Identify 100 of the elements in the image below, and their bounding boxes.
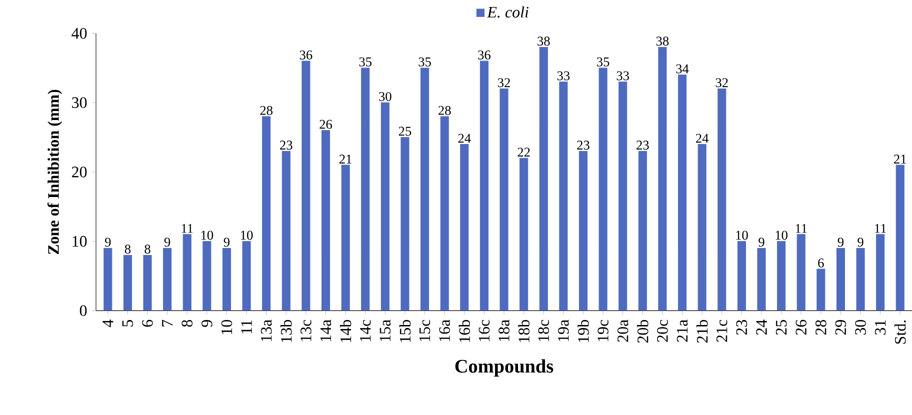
x-tick-label: 7	[162, 320, 173, 326]
x-tick-label: 13b	[280, 320, 292, 342]
data-label: 23	[636, 140, 649, 150]
data-label: 9	[858, 238, 864, 247]
data-label: 23	[280, 140, 292, 150]
x-tick-label: 15a	[380, 320, 391, 342]
data-label: 21	[894, 154, 906, 164]
bar	[578, 151, 588, 311]
bar	[718, 88, 726, 311]
data-label: 10	[241, 230, 253, 240]
data-label: 21	[339, 154, 352, 164]
x-tick-label: 18b	[518, 320, 530, 342]
bar	[282, 151, 290, 311]
bar	[361, 68, 370, 311]
bar	[242, 241, 251, 311]
x-tick-label: 5	[122, 320, 133, 327]
data-label: 10	[736, 230, 748, 240]
data-label: 9	[104, 238, 111, 247]
bar	[500, 88, 508, 311]
x-tick-label: Std.	[894, 320, 906, 344]
legend-label: E. coli	[487, 6, 528, 18]
bar	[104, 248, 112, 311]
bar	[182, 234, 192, 311]
bar	[460, 144, 469, 311]
x-tick-label: 16c	[478, 320, 490, 342]
bar	[520, 158, 528, 311]
x-tick-label: 20a	[617, 320, 628, 342]
bar	[698, 144, 706, 311]
x-tick-label: 19b	[578, 320, 589, 342]
x-tick-label: 11	[241, 320, 252, 334]
bar	[262, 116, 271, 311]
data-label: 35	[418, 58, 431, 67]
data-label: 33	[616, 71, 629, 80]
data-label: 24	[696, 134, 709, 143]
data-label: 11	[875, 224, 886, 233]
bar	[559, 82, 568, 311]
data-label: 26	[320, 120, 332, 129]
data-label: 33	[557, 71, 570, 80]
x-tick-label: 24	[756, 320, 767, 335]
data-label: 10	[776, 230, 788, 240]
bar	[876, 234, 885, 311]
bar	[480, 60, 488, 311]
x-tick-label: 16a	[439, 320, 450, 342]
x-tick-label: 10	[221, 320, 232, 334]
x-tick-label: 21c	[716, 320, 728, 342]
data-label: 22	[518, 148, 530, 157]
x-tick-label: 9	[202, 320, 212, 328]
bar	[737, 241, 746, 311]
data-label: 9	[224, 238, 230, 247]
x-tick-label: 13c	[300, 320, 312, 342]
bar	[380, 102, 390, 311]
bar	[757, 248, 766, 311]
x-tick-label: 19a	[558, 320, 569, 342]
bar	[400, 137, 410, 311]
data-label: 9	[838, 238, 844, 247]
data-label: 30	[379, 92, 392, 102]
x-tick-label: 15c	[419, 320, 430, 342]
x-tick-label: 15b	[399, 320, 411, 342]
x-tick-label: 8	[182, 320, 192, 327]
data-label: 10	[201, 230, 214, 240]
y-tick-label: 0	[80, 305, 87, 316]
x-tick-label: 20c	[657, 320, 668, 342]
data-label: 11	[796, 224, 807, 233]
x-tick-label: 18a	[498, 320, 510, 342]
data-label: 34	[676, 64, 689, 74]
data-label: 9	[164, 238, 170, 247]
x-tick-label: 29	[835, 320, 846, 335]
x-tick-label: 21b	[696, 320, 708, 343]
x-axis-title: Compounds	[455, 359, 554, 377]
x-tick-label: 14c	[360, 320, 371, 342]
bar	[836, 248, 845, 311]
bar	[440, 116, 449, 311]
data-label: 36	[300, 50, 312, 60]
data-label: 9	[758, 238, 764, 247]
x-tick-label: 19c	[598, 320, 608, 342]
x-tick-label: 20b	[637, 320, 648, 343]
bar	[341, 164, 350, 311]
x-tick-label: 16b	[458, 320, 470, 342]
bar	[143, 255, 152, 311]
bar	[598, 68, 608, 311]
bar	[896, 164, 904, 311]
y-tick-label: 30	[72, 97, 87, 108]
bar	[420, 68, 430, 311]
bar	[321, 130, 330, 311]
x-tick-label: 14b	[340, 320, 352, 342]
bar	[302, 60, 310, 311]
bar	[202, 241, 212, 311]
x-tick-label: 14a	[320, 320, 332, 342]
data-label: 38	[656, 36, 669, 46]
data-label: 36	[478, 50, 490, 60]
x-tick-label: 6	[142, 320, 153, 327]
data-label: 32	[716, 78, 728, 88]
bar	[222, 248, 231, 311]
data-label: 28	[260, 106, 272, 116]
x-tick-label: 4	[102, 320, 114, 328]
x-tick-label: 28	[816, 320, 826, 335]
data-label: 38	[538, 36, 550, 46]
y-tick-label: 10	[72, 236, 87, 247]
x-tick-label: 31	[874, 320, 886, 335]
bar	[618, 82, 628, 311]
